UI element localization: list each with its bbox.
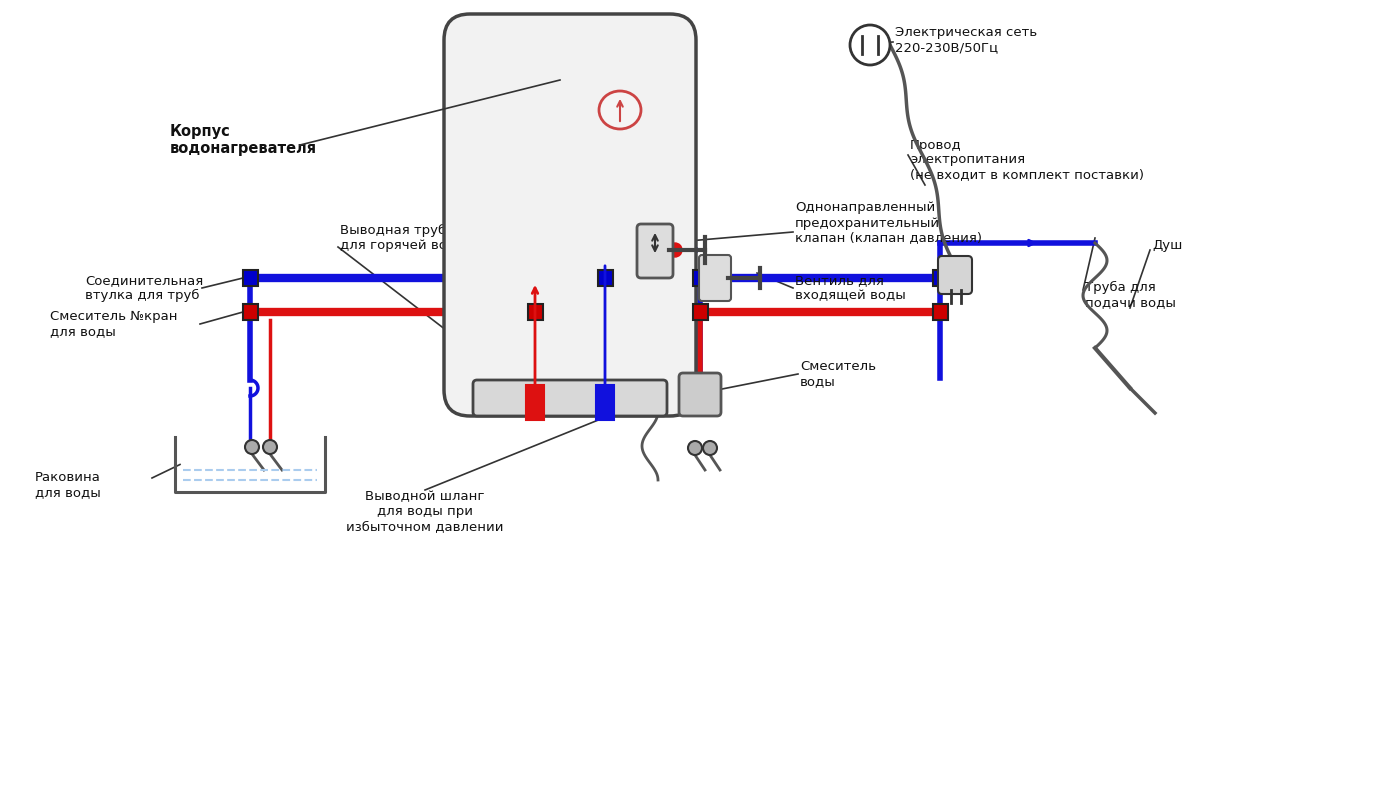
- Circle shape: [668, 243, 682, 257]
- FancyBboxPatch shape: [699, 255, 731, 301]
- Circle shape: [263, 440, 277, 454]
- Bar: [597, 385, 614, 420]
- FancyBboxPatch shape: [637, 224, 673, 278]
- Text: Соединительная
втулка для труб: Соединительная втулка для труб: [84, 274, 203, 302]
- Text: Раковина
для воды: Раковина для воды: [35, 471, 101, 499]
- Circle shape: [850, 25, 890, 65]
- Bar: [242, 270, 257, 286]
- Text: Корпус
водонагревателя: Корпус водонагревателя: [170, 124, 317, 156]
- FancyBboxPatch shape: [680, 373, 721, 416]
- Text: Выводная труба
для горячей воды: Выводная труба для горячей воды: [340, 224, 466, 252]
- Circle shape: [688, 441, 702, 455]
- Text: Электрическая сеть
220-230В/50Гц: Электрическая сеть 220-230В/50Гц: [895, 26, 1037, 54]
- FancyBboxPatch shape: [444, 14, 696, 416]
- Bar: [526, 385, 544, 420]
- FancyBboxPatch shape: [473, 380, 667, 416]
- Text: Провод
электропитания
(не входит в комплект поставки): Провод электропитания (не входит в компл…: [911, 138, 1145, 182]
- Text: Душ: Душ: [1151, 238, 1182, 251]
- Bar: [527, 305, 543, 319]
- Bar: [933, 270, 948, 286]
- Text: Однонаправленный
предохранительный
клапан (клапан давления): Однонаправленный предохранительный клапа…: [794, 202, 983, 245]
- Circle shape: [245, 440, 259, 454]
- Text: Смеситель
воды: Смеситель воды: [800, 360, 876, 388]
- Bar: [933, 305, 948, 319]
- Text: Вентиль для
входящей воды: Вентиль для входящей воды: [794, 274, 905, 302]
- Text: Выводной шланг
для воды при
избыточном давлении: Выводной шланг для воды при избыточном д…: [346, 490, 504, 534]
- Text: Направление
холодной воды: Направление холодной воды: [603, 298, 623, 370]
- Bar: [692, 305, 707, 319]
- Bar: [242, 305, 257, 319]
- Text: Направление
горячей воды: Направление горячей воды: [518, 318, 537, 384]
- Ellipse shape: [599, 91, 641, 129]
- Bar: [598, 270, 613, 286]
- Circle shape: [703, 441, 717, 455]
- Bar: [692, 270, 707, 286]
- Text: Смеситель №кран
для воды: Смеситель №кран для воды: [50, 310, 177, 338]
- FancyBboxPatch shape: [938, 256, 972, 294]
- Text: Труба для
подачи воды: Труба для подачи воды: [1085, 281, 1176, 309]
